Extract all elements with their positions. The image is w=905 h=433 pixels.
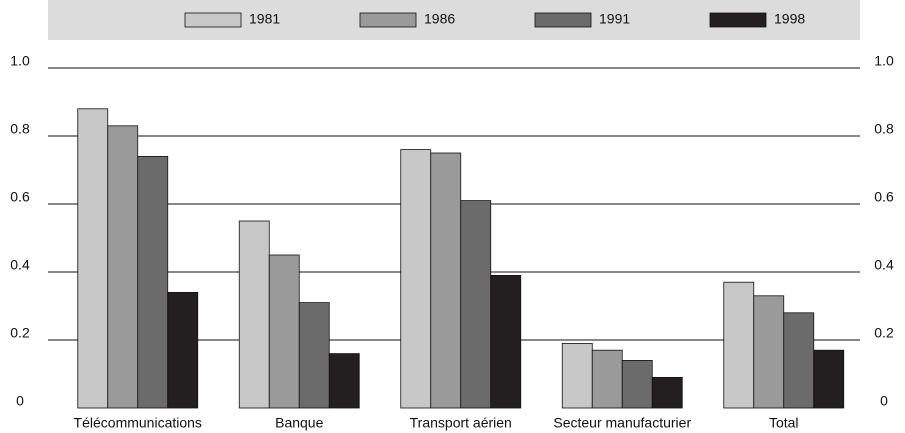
bar bbox=[77, 108, 109, 409]
bar bbox=[753, 295, 785, 409]
legend-label: 1981 bbox=[249, 11, 280, 27]
legend-swatch bbox=[359, 12, 417, 28]
bar bbox=[460, 200, 492, 409]
bar bbox=[167, 291, 199, 409]
bar bbox=[591, 349, 623, 409]
y-tick-label: 0.6 bbox=[10, 189, 30, 205]
y2-tick-label: 0.4 bbox=[874, 257, 894, 273]
y-tick-label: 0 bbox=[16, 393, 24, 409]
y-tick-label: 1.0 bbox=[10, 53, 30, 69]
bar bbox=[813, 349, 845, 409]
y2-tick-label: 0.8 bbox=[874, 121, 894, 137]
legend-swatch bbox=[534, 12, 592, 28]
y2-tick-label: 0 bbox=[880, 393, 888, 409]
bar bbox=[238, 220, 270, 409]
bar bbox=[328, 353, 360, 409]
bar bbox=[268, 254, 300, 409]
legend-swatch bbox=[709, 12, 767, 28]
x-tick-label: Télécommunications bbox=[74, 415, 202, 431]
bar bbox=[137, 155, 169, 409]
bar bbox=[723, 281, 755, 409]
x-tick-label: Total bbox=[769, 415, 799, 431]
legend-label: 1998 bbox=[774, 11, 805, 27]
y-tick-label: 0.2 bbox=[10, 325, 30, 341]
bar bbox=[400, 149, 432, 409]
bar bbox=[490, 274, 522, 409]
bar bbox=[561, 342, 593, 409]
bar bbox=[107, 125, 139, 409]
legend-label: 1991 bbox=[599, 11, 630, 27]
y2-tick-label: 0.6 bbox=[874, 189, 894, 205]
bar bbox=[430, 152, 462, 409]
x-tick-label: Banque bbox=[275, 415, 323, 431]
x-tick-label: Secteur manufacturier bbox=[553, 415, 691, 431]
y2-tick-label: 0.2 bbox=[874, 325, 894, 341]
legend-swatch bbox=[184, 12, 242, 28]
bar bbox=[651, 376, 683, 409]
bar bbox=[783, 312, 815, 409]
legend-label: 1986 bbox=[424, 11, 455, 27]
bar bbox=[298, 302, 330, 409]
x-tick-label: Transport aérien bbox=[410, 415, 512, 431]
y-tick-label: 0.4 bbox=[10, 257, 30, 273]
y2-tick-label: 1.0 bbox=[874, 53, 894, 69]
bar bbox=[621, 359, 653, 409]
y-tick-label: 0.8 bbox=[10, 121, 30, 137]
